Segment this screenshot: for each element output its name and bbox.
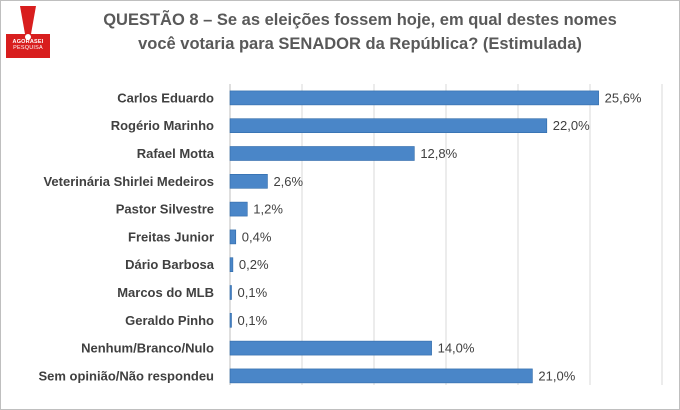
category-label: Freitas Junior [128, 229, 214, 244]
category-label: Dário Barbosa [125, 257, 215, 272]
value-label: 0,2% [239, 257, 269, 272]
value-label: 21,0% [538, 368, 575, 383]
category-label: Nenhum/Branco/Nulo [81, 341, 214, 356]
value-label: 12,8% [420, 146, 457, 161]
value-label: 1,2% [253, 202, 283, 217]
bar [229, 257, 234, 273]
category-label: Veterinária Shirlei Medeiros [43, 174, 214, 189]
chart-title: QUESTÃO 8 – Se as eleições fossem hoje, … [60, 8, 660, 56]
category-label: Marcos do MLB [117, 285, 214, 300]
logo-sub: PESQUISA [13, 45, 43, 51]
value-label: 22,0% [553, 118, 590, 133]
bar [229, 174, 268, 189]
value-label: 14,0% [438, 341, 475, 356]
category-label: Pastor Silvestre [116, 202, 214, 217]
category-label: Sem opinião/Não respondeu [38, 368, 214, 383]
chart-title-line-2: você votaria para SENADOR da República? … [138, 35, 582, 53]
value-label: 25,6% [605, 90, 642, 105]
bar [229, 146, 415, 161]
agorasei-logo [6, 4, 50, 58]
category-label: Rogério Marinho [111, 118, 214, 133]
value-label: 0,1% [238, 313, 268, 328]
category-label: Carlos Eduardo [117, 90, 214, 105]
value-label: 0,1% [238, 285, 268, 300]
logo-name: AGORASEI [12, 39, 44, 45]
exclamation-mark-icon [20, 6, 36, 34]
logo-text: AGORASEI PESQUISA [4, 33, 52, 51]
bar [229, 340, 432, 356]
bar [229, 201, 248, 217]
category-label: Geraldo Pinho [125, 313, 214, 328]
category-label: Rafael Motta [137, 146, 215, 161]
bar [229, 229, 237, 245]
bar [229, 368, 533, 384]
bar [229, 285, 232, 300]
value-label: 2,6% [273, 174, 303, 189]
chart-title-line-1: QUESTÃO 8 – Se as eleições fossem hoje, … [103, 11, 617, 29]
value-label: 0,4% [242, 229, 272, 244]
bar [229, 90, 599, 106]
bar [229, 312, 232, 328]
bar [229, 118, 548, 133]
